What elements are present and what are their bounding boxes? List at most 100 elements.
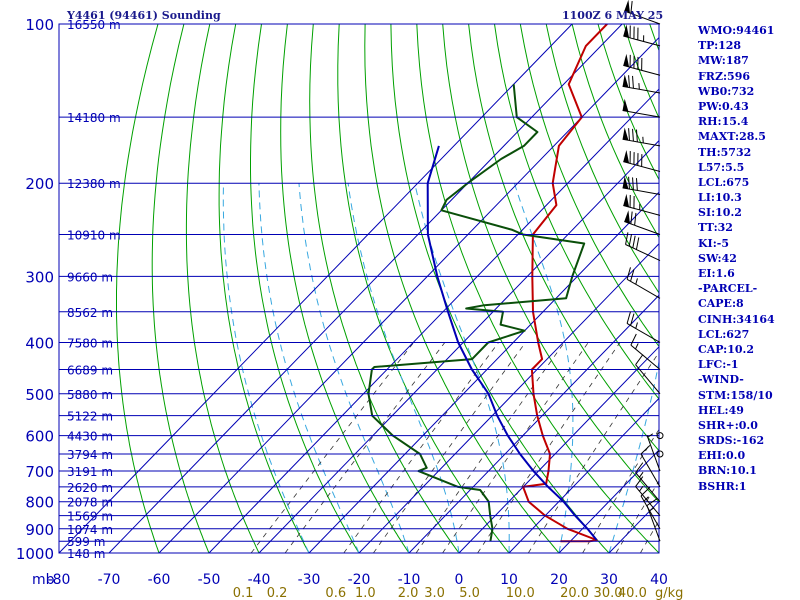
temperature-tick-label: -40 bbox=[248, 572, 271, 588]
index-item: SRDS:-162 bbox=[698, 434, 765, 448]
isotherm bbox=[108, 24, 623, 553]
station-title: Y4461 (94461) Sounding bbox=[67, 9, 221, 22]
index-item: CAP:10.2 bbox=[698, 342, 755, 356]
moist-adiabat bbox=[347, 183, 460, 553]
index-item: -PARCEL- bbox=[698, 282, 758, 296]
index-item: LI:10.3 bbox=[698, 191, 742, 205]
barb-half-flag bbox=[635, 343, 639, 350]
y-axis-unit-label: mb bbox=[32, 572, 55, 588]
barb-flag bbox=[632, 128, 634, 142]
height-label: 8562 m bbox=[67, 306, 113, 320]
plot-border bbox=[58, 23, 660, 554]
wind-barb bbox=[640, 486, 661, 530]
temperature-tick-label: 10 bbox=[500, 572, 518, 588]
barb-flag bbox=[646, 498, 658, 506]
barb-pennant bbox=[622, 74, 629, 88]
index-item: WB0:732 bbox=[698, 84, 755, 98]
barb-flag bbox=[630, 269, 635, 282]
dry-adiabat bbox=[185, 24, 260, 553]
barb-half-flag bbox=[648, 507, 655, 512]
index-item: SW:42 bbox=[698, 251, 737, 265]
isotherm bbox=[208, 88, 659, 553]
index-item: MW:187 bbox=[698, 54, 749, 68]
barb-half-flag bbox=[639, 471, 644, 478]
wind-barb bbox=[625, 232, 661, 261]
mixing-ratio-line bbox=[582, 428, 659, 553]
dewpoint-line bbox=[367, 84, 586, 542]
index-item: L57:5.5 bbox=[698, 160, 745, 174]
moist-adiabat bbox=[258, 183, 360, 553]
mixing-ratio-line bbox=[527, 351, 659, 553]
index-item: BRN:10.1 bbox=[698, 464, 757, 478]
plot-area bbox=[59, 24, 659, 553]
mixing-ratio-label: 0.2 bbox=[267, 586, 288, 600]
barb-staff bbox=[625, 244, 661, 261]
barb-flag bbox=[632, 75, 634, 89]
mixing-ratio-label: 5.0 bbox=[459, 586, 480, 600]
barb-flag bbox=[628, 176, 630, 190]
index-item: WMO:94461 bbox=[698, 24, 775, 37]
wind-barb bbox=[635, 354, 661, 395]
pressure-tick-label: 200 bbox=[25, 175, 54, 193]
barb-flag bbox=[635, 462, 644, 473]
barb-flag bbox=[630, 211, 633, 224]
mixing-ratio-label: 0.1 bbox=[233, 586, 254, 600]
index-item: SHR+:0.0 bbox=[698, 418, 758, 432]
index-item: MAXT:28.5 bbox=[698, 130, 766, 144]
barb-flag bbox=[628, 128, 630, 141]
moist-adiabat bbox=[222, 183, 310, 553]
barb-staff bbox=[635, 364, 661, 395]
wind-barb bbox=[623, 53, 661, 76]
index-item: SI:10.2 bbox=[698, 206, 742, 220]
pressure-tick-label: 300 bbox=[25, 268, 54, 286]
barb-staff bbox=[626, 278, 661, 299]
temperature-tick-label: 30 bbox=[600, 572, 618, 588]
temperature-tick-label: -30 bbox=[298, 572, 321, 588]
barb-flag bbox=[630, 1, 633, 14]
barb-pennant bbox=[624, 0, 630, 14]
height-label: 3794 m bbox=[67, 448, 113, 462]
height-label: 5122 m bbox=[67, 410, 113, 424]
barb-flag bbox=[635, 129, 638, 142]
barb-staff bbox=[622, 187, 661, 195]
barb-flag bbox=[634, 212, 637, 226]
index-item: KI:-5 bbox=[698, 236, 729, 250]
temperature-tick-label: -70 bbox=[98, 572, 121, 588]
mixing-ratio-label: 40.0 bbox=[618, 586, 647, 600]
barb-staff bbox=[626, 323, 661, 343]
barb-staff bbox=[624, 221, 661, 235]
wind-barb bbox=[656, 432, 664, 440]
pressure-tick-label: 900 bbox=[25, 521, 54, 539]
temperature-tick-label: -60 bbox=[148, 572, 171, 588]
moist-adiabat bbox=[608, 359, 659, 553]
index-item: EI:1.6 bbox=[698, 267, 735, 280]
index-item: EHI:0.0 bbox=[698, 449, 746, 463]
barb-flag bbox=[626, 267, 631, 280]
wind-barb bbox=[635, 462, 661, 503]
barb-flag bbox=[626, 311, 631, 324]
wind-barb bbox=[640, 445, 661, 488]
mixing-ratio-line bbox=[373, 342, 526, 553]
wind-barb bbox=[622, 98, 661, 118]
wind-barb bbox=[635, 476, 661, 516]
barb-flag bbox=[630, 333, 637, 346]
index-item: FRZ:596 bbox=[698, 69, 751, 83]
mixing-ratio-unit: g/kg bbox=[655, 586, 683, 600]
index-item: TT:32 bbox=[698, 221, 733, 235]
pressure-tick-label: 100 bbox=[25, 16, 54, 34]
index-item: LCL:675 bbox=[698, 175, 750, 189]
isotherm bbox=[59, 24, 573, 553]
pressure-tick-label: 1000 bbox=[16, 545, 54, 563]
mixing-ratio-label: 1.0 bbox=[355, 586, 376, 600]
barb-staff bbox=[623, 64, 661, 76]
temperature-tick-label: -20 bbox=[348, 572, 371, 588]
barb-staff bbox=[623, 205, 661, 216]
isotherm bbox=[308, 191, 659, 553]
barb-half-flag bbox=[635, 322, 638, 329]
isotherm bbox=[558, 449, 659, 553]
dry-adiabat bbox=[280, 24, 410, 553]
barb-pennant bbox=[622, 98, 629, 112]
wind-barb bbox=[622, 176, 661, 195]
height-label: 9660 m bbox=[67, 270, 113, 284]
